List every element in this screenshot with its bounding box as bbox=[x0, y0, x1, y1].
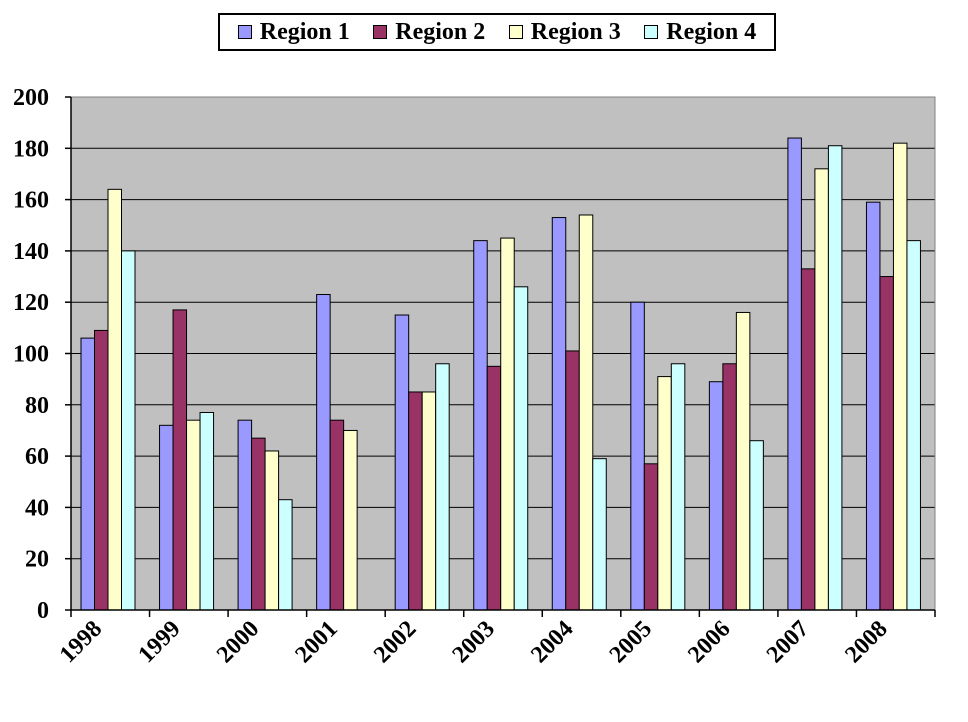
x-tick-label: 1999 bbox=[133, 616, 185, 668]
y-tick-label: 80 bbox=[25, 393, 49, 419]
bar-region-3-2001 bbox=[343, 429, 358, 611]
bar-region-1-1998 bbox=[80, 337, 95, 611]
bar-region-4-2000 bbox=[278, 499, 293, 611]
bar-region-3-2008 bbox=[892, 142, 908, 611]
bar-region-4-2003 bbox=[513, 286, 529, 611]
bar-region-2-2001 bbox=[329, 419, 345, 611]
x-tick-label: 1998 bbox=[55, 616, 107, 668]
bar-region-4-1999 bbox=[199, 411, 215, 611]
bar-region-1-2001 bbox=[316, 294, 331, 611]
bar-region-4-2006 bbox=[749, 440, 764, 611]
bar-region-4-2008 bbox=[906, 240, 921, 611]
bar-region-3-1998 bbox=[107, 188, 122, 611]
bar-region-1-2007 bbox=[787, 137, 802, 611]
y-tick-label: 40 bbox=[25, 495, 49, 521]
y-tick-label: 100 bbox=[13, 342, 49, 368]
bar-region-1-1999 bbox=[159, 424, 174, 611]
x-tick-label: 2000 bbox=[212, 616, 264, 668]
legend-label-region-4: Region 4 bbox=[666, 18, 757, 45]
y-tick-label: 0 bbox=[37, 598, 49, 624]
bar-region-2-2006 bbox=[722, 363, 737, 611]
y-tick-label: 180 bbox=[13, 136, 49, 162]
bar-region-3-2003 bbox=[500, 237, 515, 611]
bar-region-4-2002 bbox=[435, 363, 450, 611]
bar-region-2-2008 bbox=[879, 276, 894, 611]
bar-region-2-1999 bbox=[172, 309, 188, 611]
bar-region-2-2007 bbox=[800, 268, 816, 611]
legend-swatch-region-4 bbox=[644, 25, 659, 39]
bar-region-2-2003 bbox=[486, 365, 502, 611]
bar-region-2-2005 bbox=[643, 463, 659, 611]
x-tick-label: 2004 bbox=[526, 616, 578, 668]
legend-item-region-3: Region 3 bbox=[508, 18, 621, 46]
bar-region-3-2004 bbox=[578, 214, 594, 611]
x-tick-label: 2007 bbox=[762, 616, 814, 668]
bar-region-1-2005 bbox=[630, 301, 645, 611]
x-tick-label: 2006 bbox=[683, 616, 735, 668]
bar-region-3-2002 bbox=[421, 391, 437, 611]
bar-region-4-2007 bbox=[827, 145, 843, 611]
x-tick-label: 2003 bbox=[448, 616, 500, 668]
bar-region-3-2005 bbox=[657, 376, 672, 611]
legend-label-region-2: Region 2 bbox=[395, 18, 486, 45]
bar-region-3-2000 bbox=[264, 450, 280, 611]
bar-region-1-2008 bbox=[865, 201, 881, 611]
chart-legend: Region 1 Region 2 Region 3 Region 4 bbox=[218, 13, 776, 51]
bar-region-2-2002 bbox=[408, 391, 423, 611]
bar-region-2-1998 bbox=[94, 329, 109, 611]
bar-region-2-2000 bbox=[251, 437, 266, 611]
y-tick-label: 120 bbox=[13, 290, 49, 316]
legend-swatch-region-3 bbox=[508, 25, 523, 39]
x-tick-label: 2001 bbox=[291, 616, 343, 668]
legend-label-region-3: Region 3 bbox=[530, 18, 621, 45]
bar-region-1-2000 bbox=[237, 419, 253, 611]
bar-region-4-2004 bbox=[592, 458, 607, 611]
bar-region-4-2005 bbox=[670, 363, 686, 611]
y-tick-label: 20 bbox=[25, 547, 49, 573]
bar-region-1-2003 bbox=[473, 240, 488, 611]
legend-label-region-1: Region 1 bbox=[259, 18, 350, 45]
bar-region-4-1998 bbox=[121, 250, 136, 611]
bar-region-3-2006 bbox=[735, 311, 751, 611]
bar-region-1-2002 bbox=[394, 314, 410, 611]
y-tick-label: 200 bbox=[13, 85, 49, 111]
y-tick-label: 60 bbox=[25, 444, 49, 470]
legend-swatch-region-1 bbox=[237, 25, 252, 39]
bar-region-1-2004 bbox=[551, 217, 567, 611]
x-tick-label: 2008 bbox=[840, 616, 892, 668]
x-tick-label: 2005 bbox=[605, 616, 657, 668]
x-tick-label: 2002 bbox=[369, 616, 421, 668]
legend-item-region-2: Region 2 bbox=[373, 19, 485, 46]
y-tick-label: 140 bbox=[13, 239, 49, 265]
legend-item-region-1: Region 1 bbox=[237, 18, 350, 46]
bar-region-3-1999 bbox=[186, 419, 201, 611]
bar-region-2-2004 bbox=[565, 350, 580, 611]
y-tick-label: 160 bbox=[13, 188, 49, 214]
legend-swatch-region-2 bbox=[373, 25, 388, 39]
legend-item-region-4: Region 4 bbox=[644, 19, 756, 46]
bar-region-3-2007 bbox=[814, 168, 829, 611]
bar-region-1-2006 bbox=[708, 381, 724, 611]
